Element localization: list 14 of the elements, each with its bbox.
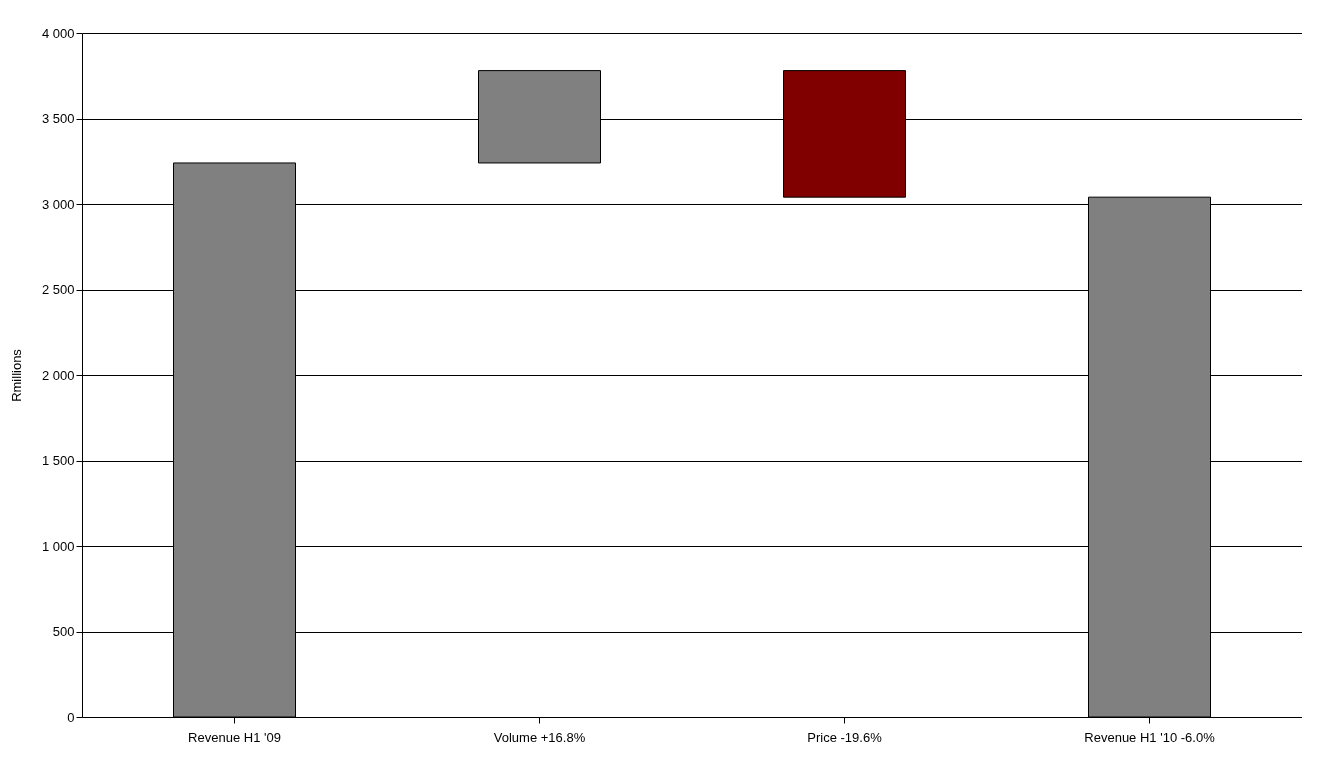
x-tick-label: Volume +16.8%: [493, 729, 586, 745]
y-tick-label: 4 000: [41, 25, 75, 41]
x-tick-label: Revenue H1 '10 -6.0%: [1084, 729, 1216, 745]
y-tick-label: 2 500: [41, 282, 75, 297]
y-tick-label: 3 000: [41, 196, 75, 212]
y-tick-label: 2 000: [41, 367, 75, 383]
x-tick-label: Revenue H1 '09: [188, 729, 281, 745]
y-tick-label: 500: [52, 624, 75, 639]
y-tick-label: 1 000: [41, 538, 75, 554]
x-tick-label: Price -19.6%: [807, 729, 883, 745]
y-tick-label: 3 500: [41, 111, 75, 126]
y-tick-label: 0: [67, 709, 75, 725]
y-axis-title: Rmillions: [8, 348, 24, 402]
y-tick-label: 1 500: [41, 453, 75, 468]
